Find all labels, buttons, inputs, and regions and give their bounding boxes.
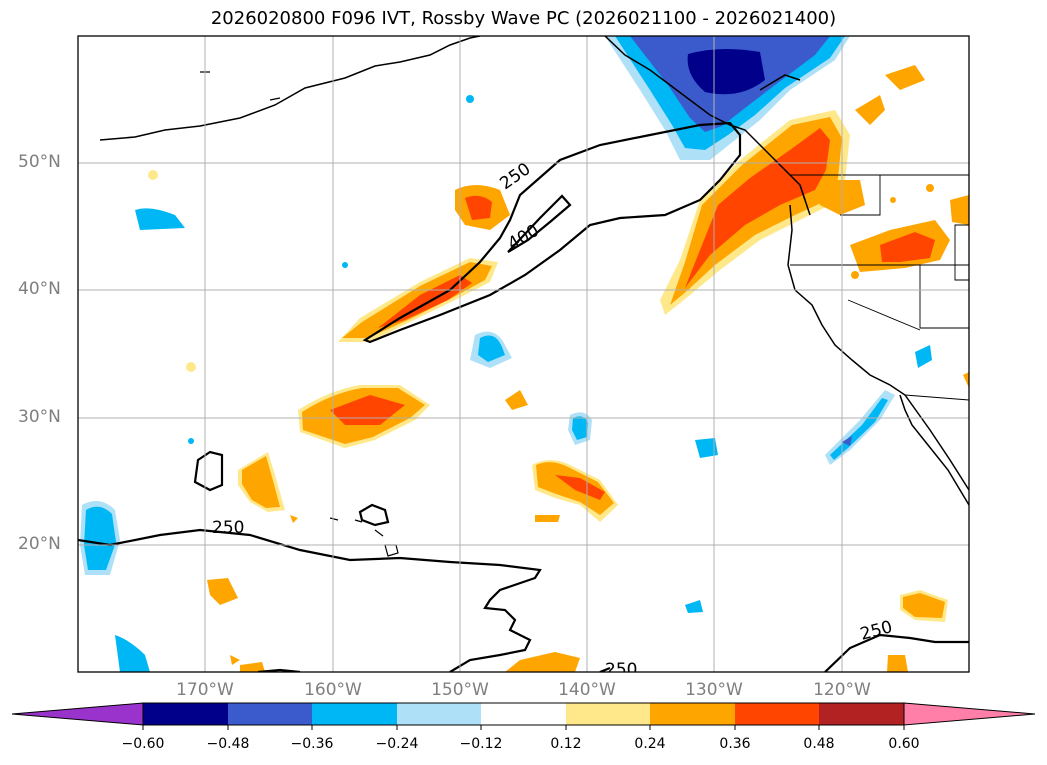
state-borders [790,174,969,401]
colorbar-extend-low [11,702,144,726]
colorbar-bin [397,703,481,725]
colorbar-frame [142,702,905,726]
map-panel: 250 400 250 250 250 [77,35,970,680]
lon-label-150w: 150°W [431,680,489,700]
colorbar-tick: −0.48 [206,736,250,752]
colorbar-tick: −0.60 [121,736,165,752]
colorbar-bin [481,703,566,725]
colorbar-bin [566,703,650,725]
colorbar-tick: 0.48 [803,736,835,752]
colorbar-bin [650,703,735,725]
colorbar-tick: 0.60 [888,736,920,752]
colorbar-tick: 0.12 [550,736,582,752]
colorbar-tick: 0.24 [634,736,666,752]
lat-label-20n: 20°N [18,534,61,554]
lat-label-50n: 50°N [18,152,61,172]
map-title: 2026020800 F096 IVT, Rossby Wave PC (202… [210,8,837,29]
lat-label-40n: 40°N [18,279,61,299]
negative-anomaly-shading [80,36,932,672]
positive-anomaly-shading [148,65,969,672]
map-frame [77,35,970,673]
lon-label-140w: 140°W [558,680,616,700]
lon-label-170w: 170°W [176,680,234,700]
colorbar [11,702,1036,730]
lon-label-120w: 120°W [813,680,871,700]
colorbar-bin [312,703,397,725]
lat-label-30n: 30°N [18,407,61,427]
contour-label-250-b: 250 [212,518,244,538]
colorbar-extend-high [903,702,1036,726]
colorbar-bin [819,703,904,725]
ivt-contours [78,121,969,672]
lon-label-160w: 160°W [304,680,362,700]
colorbar-bin [228,703,312,725]
colorbar-tick: 0.36 [719,736,751,752]
colorbar-tick: −0.36 [290,736,334,752]
gridlines [78,36,969,672]
colorbar-bin [735,703,819,725]
colorbar-tick: −0.24 [375,736,419,752]
contour-label-250-c: 250 [605,660,637,680]
lon-label-130w: 130°W [685,680,743,700]
colorbar-tick: −0.12 [459,736,503,752]
coastlines [99,36,969,506]
colorbar-bin [143,703,228,725]
